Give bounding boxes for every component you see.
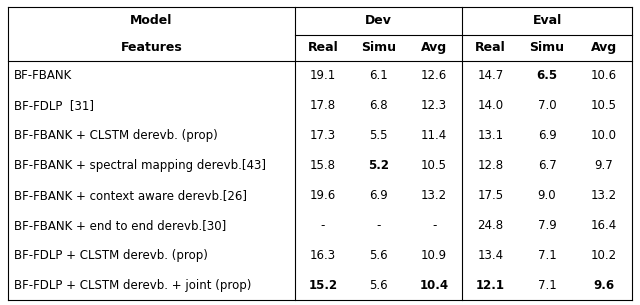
Text: 12.1: 12.1: [476, 278, 505, 292]
Text: 10.0: 10.0: [591, 129, 617, 142]
Text: Avg: Avg: [591, 41, 617, 55]
Text: BF-FDLP + CLSTM derevb. + joint (prop): BF-FDLP + CLSTM derevb. + joint (prop): [14, 278, 252, 292]
Text: 16.3: 16.3: [310, 249, 336, 262]
Text: 5.5: 5.5: [369, 129, 388, 142]
Text: 19.6: 19.6: [310, 189, 336, 202]
Text: 5.2: 5.2: [368, 159, 389, 172]
Text: -: -: [321, 219, 325, 232]
Text: 13.2: 13.2: [421, 189, 447, 202]
Text: 10.5: 10.5: [421, 159, 447, 172]
Text: 5.6: 5.6: [369, 249, 388, 262]
Text: 9.7: 9.7: [595, 159, 613, 172]
Text: BF-FBANK + spectral mapping derevb.[43]: BF-FBANK + spectral mapping derevb.[43]: [14, 159, 266, 172]
Text: Eval: Eval: [532, 15, 562, 27]
Text: 11.4: 11.4: [421, 129, 447, 142]
Text: 6.9: 6.9: [369, 189, 388, 202]
Text: 10.2: 10.2: [591, 249, 617, 262]
Text: 10.5: 10.5: [591, 99, 617, 112]
Text: 13.2: 13.2: [591, 189, 617, 202]
Text: BF-FBANK + context aware derevb.[26]: BF-FBANK + context aware derevb.[26]: [14, 189, 247, 202]
Text: 6.5: 6.5: [536, 70, 557, 82]
Text: 14.0: 14.0: [477, 99, 504, 112]
Text: Model: Model: [131, 15, 173, 27]
Text: Dev: Dev: [365, 15, 392, 27]
Text: 15.8: 15.8: [310, 159, 336, 172]
Text: 14.7: 14.7: [477, 70, 504, 82]
Text: Simu: Simu: [529, 41, 564, 55]
Text: BF-FBANK: BF-FBANK: [14, 70, 72, 82]
Text: 10.4: 10.4: [420, 278, 449, 292]
Text: 6.1: 6.1: [369, 70, 388, 82]
Text: 6.9: 6.9: [538, 129, 556, 142]
Text: BF-FBANK + CLSTM derevb. (prop): BF-FBANK + CLSTM derevb. (prop): [14, 129, 218, 142]
Text: BF-FDLP  [31]: BF-FDLP [31]: [14, 99, 94, 112]
Text: -: -: [432, 219, 436, 232]
Text: Real: Real: [307, 41, 338, 55]
Text: 17.3: 17.3: [310, 129, 336, 142]
Text: 7.0: 7.0: [538, 99, 556, 112]
Text: 13.1: 13.1: [477, 129, 504, 142]
Text: 12.6: 12.6: [421, 70, 447, 82]
Text: Simu: Simu: [361, 41, 396, 55]
Text: 6.8: 6.8: [369, 99, 388, 112]
Text: 5.6: 5.6: [369, 278, 388, 292]
Text: 7.1: 7.1: [538, 278, 556, 292]
Text: 19.1: 19.1: [310, 70, 336, 82]
Text: 7.1: 7.1: [538, 249, 556, 262]
Text: 9.6: 9.6: [593, 278, 614, 292]
Text: Real: Real: [475, 41, 506, 55]
Text: 6.7: 6.7: [538, 159, 556, 172]
Text: 10.6: 10.6: [591, 70, 617, 82]
Text: 15.2: 15.2: [308, 278, 337, 292]
Text: -: -: [376, 219, 381, 232]
Text: 13.4: 13.4: [477, 249, 504, 262]
Text: 12.3: 12.3: [421, 99, 447, 112]
Text: BF-FDLP + CLSTM derevb. (prop): BF-FDLP + CLSTM derevb. (prop): [14, 249, 208, 262]
Text: BF-FBANK + end to end derevb.[30]: BF-FBANK + end to end derevb.[30]: [14, 219, 227, 232]
Text: 10.9: 10.9: [421, 249, 447, 262]
Text: 9.0: 9.0: [538, 189, 556, 202]
Text: 17.8: 17.8: [310, 99, 336, 112]
Text: 12.8: 12.8: [477, 159, 504, 172]
Text: 16.4: 16.4: [591, 219, 617, 232]
Text: Features: Features: [120, 41, 182, 55]
Text: 17.5: 17.5: [477, 189, 504, 202]
Text: Avg: Avg: [421, 41, 447, 55]
Text: 24.8: 24.8: [477, 219, 504, 232]
Text: 7.9: 7.9: [538, 219, 556, 232]
